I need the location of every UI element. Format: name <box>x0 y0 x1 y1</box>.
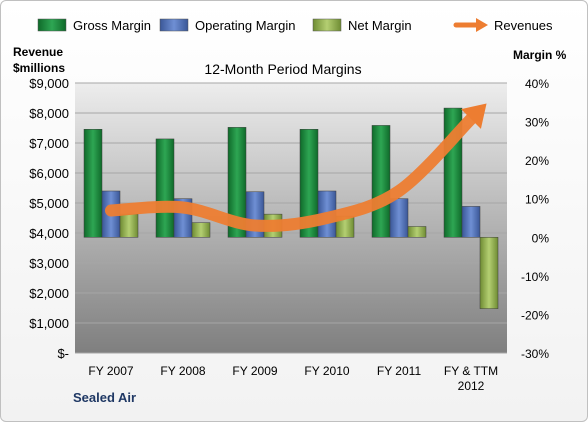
legend-swatch-gross-margin <box>37 18 67 32</box>
right-tick-label: -20% <box>521 308 549 322</box>
chart-title: 12-Month Period Margins <box>204 61 361 77</box>
x-tick-label: FY 2007 <box>88 364 133 378</box>
bars <box>83 107 499 309</box>
left-axis-label-line1: Revenue <box>13 45 63 59</box>
bar-gross-margin <box>371 125 391 238</box>
left-tick-label: $4,000 <box>29 226 69 241</box>
x-tick-label: FY 2011 <box>377 364 422 378</box>
bar-gross-margin <box>83 129 103 238</box>
legend-swatch-net-margin <box>312 18 342 32</box>
x-axis-labels: FY 2007 FY 2008 FY 2009 FY 2010 FY 2011 FY & … <box>88 364 498 393</box>
company-label: Sealed Air <box>73 390 136 405</box>
left-tick-label: $2,000 <box>29 286 69 301</box>
bar-net-margin <box>407 226 427 238</box>
right-tick-label: 20% <box>525 154 549 168</box>
right-tick-label: 40% <box>525 77 549 91</box>
x-tick-label: FY & TTM <box>444 364 498 378</box>
bar-gross-margin <box>227 127 247 238</box>
right-tick-label: -10% <box>521 270 549 284</box>
bar-operating-margin <box>461 206 481 238</box>
legend: Gross Margin Operating Margin Net Margin Re… <box>37 18 553 33</box>
legend-swatch-operating-margin <box>159 18 189 32</box>
left-tick-label: $5,000 <box>29 196 69 211</box>
right-axis-label: Margin % <box>513 48 567 62</box>
bar-operating-margin <box>389 198 409 238</box>
revenue-line <box>105 103 487 232</box>
x-tick-label: FY 2010 <box>304 364 349 378</box>
x-tick-label: FY 2009 <box>232 364 277 378</box>
left-tick-label: $1,000 <box>29 316 69 331</box>
bar-net-margin <box>119 213 139 238</box>
legend-arrow-head <box>476 18 488 32</box>
legend-label-net-margin: Net Margin <box>348 18 412 33</box>
x-tick-label: FY 2008 <box>160 364 205 378</box>
left-axis-ticks: $- $1,000 $2,000 $3,000 $4,000 $5,000 $6,000 $7… <box>29 76 69 361</box>
bar-gross-margin <box>299 129 319 238</box>
right-tick-label: -30% <box>521 347 549 361</box>
legend-label-operating-margin: Operating Margin <box>195 18 295 33</box>
bar-net-margin <box>479 237 499 309</box>
left-tick-label: $- <box>57 346 69 361</box>
right-axis-ticks: -30% -20% -10% 0% 10% 20% 30% 40% <box>521 77 549 361</box>
bar-gross-margin <box>155 138 175 238</box>
legend-label-revenues: Revenues <box>494 18 553 33</box>
right-tick-label: 30% <box>525 116 549 130</box>
left-tick-label: $7,000 <box>29 136 69 151</box>
left-tick-label: $6,000 <box>29 166 69 181</box>
revenue-arrow-head <box>461 103 487 129</box>
plot-area <box>75 83 507 353</box>
x-tick-label-line2: 2012 <box>458 379 485 393</box>
bar-net-margin <box>191 222 211 238</box>
left-tick-label: $9,000 <box>29 76 69 91</box>
right-tick-label: 10% <box>525 193 549 207</box>
revenue-line-path <box>105 113 477 232</box>
left-tick-label: $3,000 <box>29 256 69 271</box>
right-tick-label: 0% <box>532 231 550 245</box>
legend-label-gross-margin: Gross Margin <box>73 18 151 33</box>
left-tick-label: $8,000 <box>29 106 69 121</box>
left-axis-label-line2: $millions <box>13 61 65 75</box>
